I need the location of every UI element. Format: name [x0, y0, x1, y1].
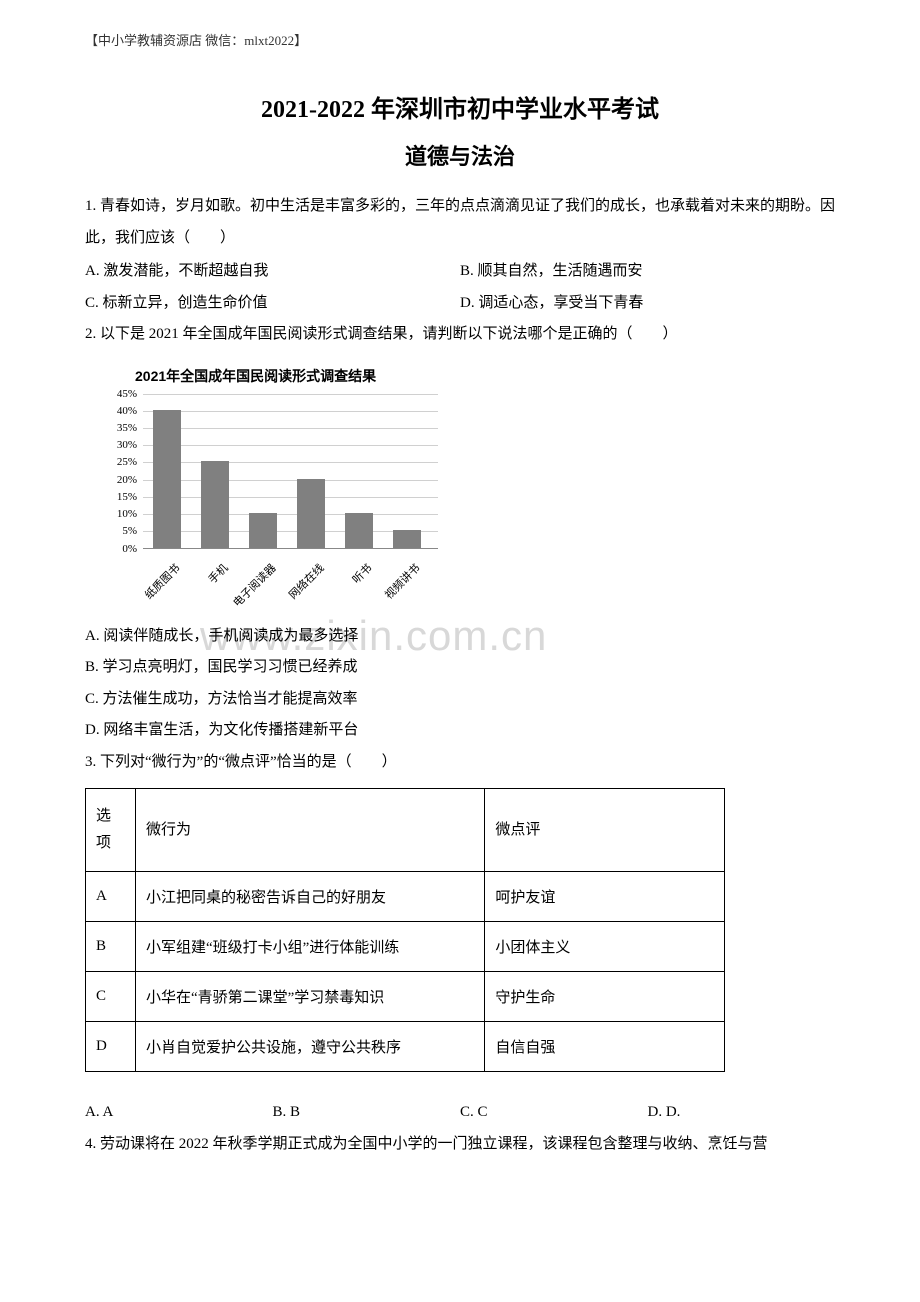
chart-gridline: [143, 462, 438, 463]
header-note: 【中小学教辅资源店 微信：mlxt2022】: [85, 30, 835, 49]
q3-option-d: D. D.: [648, 1097, 836, 1129]
table-cell: 呵护友谊: [485, 872, 725, 922]
q2-chart: 2021年全国成年国民阅读形式调查结果 45% 40% 35% 30% 25% 20% 15…: [105, 366, 835, 609]
chart-title: 2021年全国成年国民阅读形式调查结果: [135, 366, 835, 386]
table-cell: 小团体主义: [485, 922, 725, 972]
chart-gridline: [143, 497, 438, 498]
chart-gridline: [143, 445, 438, 446]
table-cell: B: [86, 922, 136, 972]
chart-bar: [393, 530, 421, 547]
q3-text: 3. 下列对“微行为”的“微点评”恰当的是（ ）: [85, 747, 835, 779]
chart-y-label: 10%: [117, 508, 137, 520]
title-sub: 道德与法治: [85, 139, 835, 171]
chart-area: 45%40%35%30%25%20%15%10%5%0% 纸质图书手机电子阅读器…: [105, 394, 445, 609]
chart-y-label: 0%: [122, 543, 137, 555]
q1-option-d: D. 调适心态，享受当下青春: [460, 288, 835, 320]
table-cell: C: [86, 972, 136, 1022]
chart-y-label: 30%: [117, 439, 137, 451]
q3-option-b: B. B: [273, 1097, 461, 1129]
chart-bar: [297, 479, 325, 548]
q4-text: 4. 劳动课将在 2022 年秋季学期正式成为全国中小学的一门独立课程，该课程包…: [85, 1129, 835, 1161]
table-cell: A: [86, 872, 136, 922]
table-cell: 小江把同桌的秘密告诉自己的好朋友: [135, 872, 484, 922]
table-row: D 小肖自觉爱护公共设施，遵守公共秩序 自信自强: [86, 1022, 725, 1072]
chart-y-label: 15%: [117, 491, 137, 503]
chart-y-axis: 45%40%35%30%25%20%15%10%5%0%: [105, 394, 140, 549]
q2-option-b: B. 学习点亮明灯，国民学习习惯已经养成: [85, 652, 835, 684]
q2-option-d: D. 网络丰富生活，为文化传播搭建新平台: [85, 715, 835, 747]
chart-x-label: 纸质图书: [141, 560, 183, 602]
q2-option-a: A. 阅读伴随成长，手机阅读成为最多选择: [85, 621, 835, 653]
q1-option-a: A. 激发潜能，不断超越自我: [85, 256, 460, 288]
q1-option-c: C. 标新立异，创造生命价值: [85, 288, 460, 320]
chart-bar: [249, 513, 277, 547]
chart-y-label: 40%: [117, 405, 137, 417]
q1-text: 1. 青春如诗，岁月如歌。初中生活是丰富多彩的，三年的点点滴滴见证了我们的成长，…: [85, 191, 835, 254]
table-cell: 守护生命: [485, 972, 725, 1022]
chart-x-label: 网络在线: [285, 560, 327, 602]
chart-gridline: [143, 428, 438, 429]
table-cell: 小华在“青骄第二课堂”学习禁毒知识: [135, 972, 484, 1022]
chart-bar: [153, 410, 181, 548]
table-row: B 小军组建“班级打卡小组”进行体能训练 小团体主义: [86, 922, 725, 972]
q3-option-a: A. A: [85, 1097, 273, 1129]
chart-gridline: [143, 480, 438, 481]
table-row: A 小江把同桌的秘密告诉自己的好朋友 呵护友谊: [86, 872, 725, 922]
q2-option-c: C. 方法催生成功，方法恰当才能提高效率: [85, 684, 835, 716]
table-cell: D: [86, 1022, 136, 1072]
chart-y-label: 5%: [122, 525, 137, 537]
q1-option-b: B. 顺其自然，生活随遇而安: [460, 256, 835, 288]
chart-x-label: 手机: [204, 560, 231, 587]
table-header-col1: 选项: [86, 789, 136, 872]
table-header-row: 选项 微行为 微点评: [86, 789, 725, 872]
chart-gridline: [143, 394, 438, 395]
title-main: 2021-2022 年深圳市初中学业水平考试: [85, 89, 835, 124]
q2-text: 2. 以下是 2021 年全国成年国民阅读形式调查结果，请判断以下说法哪个是正确…: [85, 319, 835, 351]
table-cell: 小肖自觉爱护公共设施，遵守公共秩序: [135, 1022, 484, 1072]
q3-option-c: C. C: [460, 1097, 648, 1129]
chart-gridline: [143, 514, 438, 515]
chart-x-labels: 纸质图书手机电子阅读器网络在线听书视频讲书: [143, 552, 438, 607]
table-cell: 小军组建“班级打卡小组”进行体能训练: [135, 922, 484, 972]
chart-bar: [201, 461, 229, 547]
chart-x-label: 电子阅读器: [229, 560, 279, 610]
table-cell: 自信自强: [485, 1022, 725, 1072]
table-header-col3: 微点评: [485, 789, 725, 872]
chart-y-label: 35%: [117, 422, 137, 434]
chart-x-label: 视频讲书: [381, 560, 423, 602]
table-header-col2: 微行为: [135, 789, 484, 872]
chart-plot-area: [143, 394, 438, 549]
q3-table: 选项 微行为 微点评 A 小江把同桌的秘密告诉自己的好朋友 呵护友谊 B 小军组…: [85, 788, 725, 1072]
table-row: C 小华在“青骄第二课堂”学习禁毒知识 守护生命: [86, 972, 725, 1022]
chart-y-label: 20%: [117, 474, 137, 486]
chart-bar: [345, 513, 373, 547]
chart-gridline: [143, 411, 438, 412]
chart-y-label: 25%: [117, 456, 137, 468]
chart-y-label: 45%: [117, 388, 137, 400]
chart-x-label: 听书: [348, 560, 375, 587]
